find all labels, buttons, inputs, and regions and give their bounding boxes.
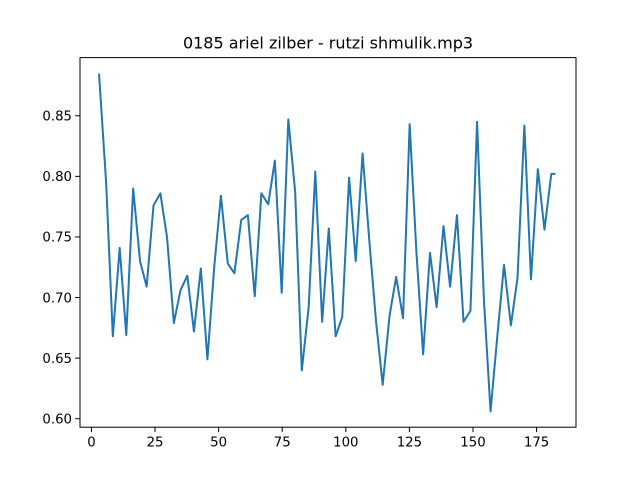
x-tick-label: 75 xyxy=(274,436,291,451)
x-tick-label: 0 xyxy=(87,436,95,451)
x-tick-label: 50 xyxy=(210,436,227,451)
chart-title: 0185 ariel zilber - rutzi shmulik.mp3 xyxy=(183,34,473,53)
x-tick-label: 25 xyxy=(147,436,164,451)
y-tick-label: 0.65 xyxy=(42,352,72,367)
y-tick-label: 0.85 xyxy=(42,110,72,125)
y-tick-label: 0.70 xyxy=(42,291,72,306)
series-line-0 xyxy=(98,73,556,413)
x-tick-label: 125 xyxy=(397,436,422,451)
x-tick-label: 175 xyxy=(524,436,549,451)
y-axis: 0.60 0.65 0.70 0.75 0.80 0.85 xyxy=(42,110,80,428)
plot-frame xyxy=(79,57,577,428)
y-tick-label: 0.80 xyxy=(42,170,72,185)
plot-area xyxy=(98,73,556,413)
y-tick-label: 0.60 xyxy=(42,413,72,428)
y-tick-label: 0.75 xyxy=(42,231,72,246)
x-tick-label: 100 xyxy=(333,436,358,451)
x-axis: 0 25 50 75 100 125 150 175 xyxy=(87,427,549,451)
x-tick-label: 150 xyxy=(460,436,485,451)
